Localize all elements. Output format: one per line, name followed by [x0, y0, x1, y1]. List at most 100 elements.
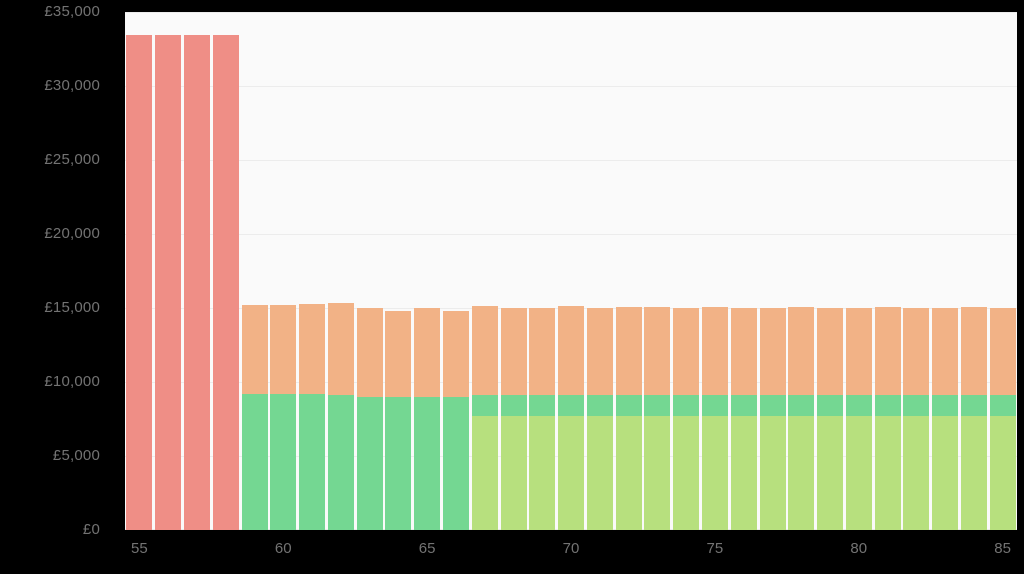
bar-segment-light_green-age-68[interactable]	[500, 416, 527, 530]
bar-segment-green-age-65[interactable]	[414, 396, 441, 530]
bar-segment-orange-age-61[interactable]	[299, 304, 326, 394]
bar-segment-orange-age-80[interactable]	[845, 308, 872, 396]
bar-segment-red-age-56[interactable]	[155, 34, 182, 530]
bar-age-56[interactable]	[154, 12, 183, 530]
bar-segment-orange-age-69[interactable]	[529, 308, 556, 396]
bar-segment-light_green-age-70[interactable]	[558, 416, 585, 530]
bar-segment-light_green-age-80[interactable]	[845, 416, 872, 530]
bar-segment-red-age-57[interactable]	[183, 34, 210, 530]
bar-segment-orange-age-74[interactable]	[673, 308, 700, 396]
bar-segment-green-age-85[interactable]	[989, 395, 1016, 417]
bar-segment-orange-age-70[interactable]	[558, 305, 585, 396]
bar-age-59[interactable]	[240, 12, 269, 530]
bar-segment-green-age-60[interactable]	[270, 393, 297, 530]
bar-segment-light_green-age-79[interactable]	[817, 416, 844, 530]
bar-segment-orange-age-84[interactable]	[961, 307, 988, 396]
bar-segment-light_green-age-69[interactable]	[529, 416, 556, 530]
bar-segment-orange-age-77[interactable]	[759, 308, 786, 396]
bar-age-85[interactable]	[988, 12, 1017, 530]
bar-age-61[interactable]	[298, 12, 327, 530]
bar-segment-green-age-64[interactable]	[385, 396, 412, 530]
bar-segment-orange-age-79[interactable]	[817, 308, 844, 396]
bar-segment-orange-age-78[interactable]	[788, 307, 815, 396]
bar-segment-green-age-76[interactable]	[730, 395, 757, 417]
bar-segment-orange-age-72[interactable]	[615, 306, 642, 396]
bar-age-79[interactable]	[816, 12, 845, 530]
bar-segment-orange-age-63[interactable]	[356, 308, 383, 397]
bar-segment-orange-age-59[interactable]	[241, 305, 268, 394]
bar-segment-orange-age-76[interactable]	[730, 308, 757, 396]
bar-age-64[interactable]	[384, 12, 413, 530]
bar-segment-light_green-age-77[interactable]	[759, 416, 786, 530]
bar-age-80[interactable]	[845, 12, 874, 530]
bar-age-55[interactable]	[125, 12, 154, 530]
bar-segment-light_green-age-71[interactable]	[586, 416, 613, 530]
bar-age-70[interactable]	[557, 12, 586, 530]
bar-segment-green-age-78[interactable]	[788, 395, 815, 417]
bar-segment-green-age-79[interactable]	[817, 395, 844, 417]
bar-age-74[interactable]	[672, 12, 701, 530]
bar-age-60[interactable]	[269, 12, 298, 530]
bar-segment-green-age-77[interactable]	[759, 395, 786, 417]
bar-segment-green-age-71[interactable]	[586, 395, 613, 417]
bar-segment-green-age-81[interactable]	[874, 395, 901, 417]
bar-segment-green-age-73[interactable]	[644, 395, 671, 417]
bar-segment-green-age-63[interactable]	[356, 396, 383, 530]
bar-segment-orange-age-81[interactable]	[874, 307, 901, 396]
bar-age-83[interactable]	[931, 12, 960, 530]
bar-segment-orange-age-65[interactable]	[414, 308, 441, 397]
bar-age-66[interactable]	[442, 12, 471, 530]
bar-age-72[interactable]	[614, 12, 643, 530]
bar-segment-orange-age-64[interactable]	[385, 310, 412, 397]
bar-segment-light_green-age-82[interactable]	[903, 416, 930, 530]
bar-segment-orange-age-60[interactable]	[270, 305, 297, 394]
bar-age-67[interactable]	[470, 12, 499, 530]
bar-segment-red-age-55[interactable]	[126, 34, 153, 530]
bar-age-69[interactable]	[528, 12, 557, 530]
bar-segment-light_green-age-84[interactable]	[961, 416, 988, 530]
bar-segment-light_green-age-74[interactable]	[673, 416, 700, 530]
bar-segment-green-age-80[interactable]	[845, 395, 872, 417]
bar-age-81[interactable]	[873, 12, 902, 530]
bar-segment-orange-age-71[interactable]	[586, 308, 613, 396]
bar-segment-light_green-age-75[interactable]	[702, 416, 729, 530]
bar-age-82[interactable]	[902, 12, 931, 530]
bar-segment-green-age-67[interactable]	[471, 394, 498, 417]
bar-age-63[interactable]	[355, 12, 384, 530]
bar-segment-light_green-age-67[interactable]	[471, 416, 498, 530]
bar-age-71[interactable]	[586, 12, 615, 530]
bar-age-68[interactable]	[499, 12, 528, 530]
bar-age-65[interactable]	[413, 12, 442, 530]
bar-segment-orange-age-82[interactable]	[903, 308, 930, 396]
bar-segment-orange-age-83[interactable]	[932, 308, 959, 396]
bar-segment-green-age-66[interactable]	[442, 396, 469, 530]
bar-segment-orange-age-62[interactable]	[327, 302, 354, 395]
bar-segment-green-age-70[interactable]	[558, 395, 585, 417]
bar-age-62[interactable]	[326, 12, 355, 530]
bar-segment-light_green-age-72[interactable]	[615, 416, 642, 530]
bar-age-58[interactable]	[211, 12, 240, 530]
bar-segment-green-age-72[interactable]	[615, 395, 642, 417]
bar-segment-green-age-83[interactable]	[932, 395, 959, 417]
bar-segment-light_green-age-85[interactable]	[989, 416, 1016, 530]
bar-age-75[interactable]	[701, 12, 730, 530]
bar-age-76[interactable]	[729, 12, 758, 530]
bar-segment-orange-age-75[interactable]	[702, 306, 729, 396]
bar-segment-green-age-68[interactable]	[500, 395, 527, 417]
bar-segment-light_green-age-78[interactable]	[788, 416, 815, 530]
bar-age-73[interactable]	[643, 12, 672, 530]
bar-segment-orange-age-67[interactable]	[471, 305, 498, 395]
bar-segment-light_green-age-73[interactable]	[644, 416, 671, 530]
bar-age-84[interactable]	[960, 12, 989, 530]
bar-segment-orange-age-73[interactable]	[644, 306, 671, 396]
bar-segment-green-age-69[interactable]	[529, 395, 556, 417]
bar-age-77[interactable]	[758, 12, 787, 530]
bar-segment-green-age-62[interactable]	[327, 394, 354, 530]
bar-segment-orange-age-68[interactable]	[500, 308, 527, 396]
bar-age-78[interactable]	[787, 12, 816, 530]
bar-segment-green-age-59[interactable]	[241, 393, 268, 530]
bar-segment-green-age-75[interactable]	[702, 395, 729, 417]
bar-segment-orange-age-85[interactable]	[989, 308, 1016, 396]
bar-segment-red-age-58[interactable]	[212, 34, 239, 530]
bar-segment-light_green-age-81[interactable]	[874, 416, 901, 530]
